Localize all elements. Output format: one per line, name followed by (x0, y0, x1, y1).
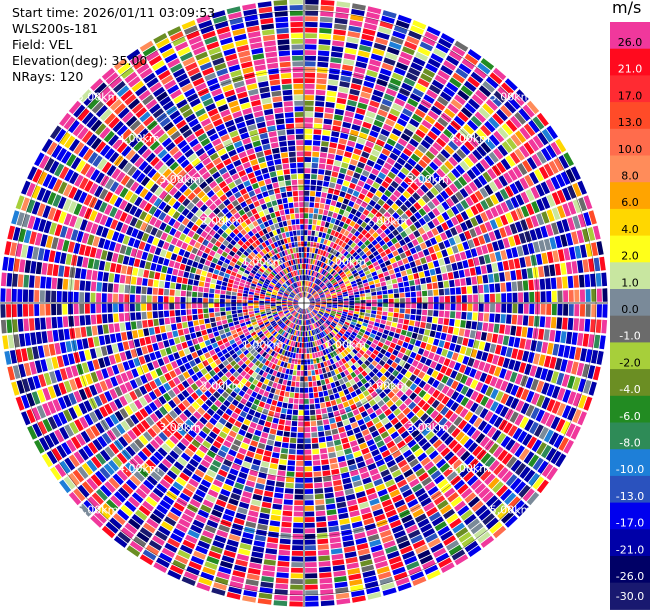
colorbar-swatch (610, 235, 650, 263)
gate-group-1 (4, 0, 606, 607)
range-label-4km-3: 4.00km (118, 462, 160, 475)
ppi-plot: 1.00km 1.00km 1.00km 1.00km 2.00km 2.00km 2.00… (0, 0, 608, 607)
range-label-1km-1: 1.00km (325, 256, 367, 269)
colorbar-swatch (610, 48, 650, 76)
colorbar-label: -30.0 (616, 590, 644, 603)
colorbar-swatch (610, 422, 650, 450)
range-label-3km-3: 3.00km (159, 421, 201, 434)
range-label-1km-2: 1.00km (325, 338, 367, 351)
colorbar-label: 13.0 (618, 116, 643, 129)
range-label-5km-3: 5.00km (77, 504, 119, 517)
colorbar-label: -6.0 (619, 410, 640, 423)
range-label-3km-0: 3.00km (159, 173, 201, 186)
range-label-5km-1: 5.00km (490, 91, 532, 104)
colorbar-swatch (610, 102, 650, 130)
colorbar-swatch (610, 369, 650, 397)
range-label-2km-0: 2.00km (201, 214, 243, 227)
colorbar-swatch (610, 75, 650, 103)
colorbar-swatch (610, 582, 650, 610)
colorbar-swatch (610, 128, 650, 156)
colorbar-swatch (610, 22, 650, 50)
colorbar-label: -21.0 (616, 543, 644, 556)
range-label-5km-0: 5.00km (77, 91, 119, 104)
colorbar-label: -2.0 (619, 356, 640, 369)
colorbar-label: 26.0 (618, 36, 643, 49)
range-label-3km-1: 3.00km (407, 173, 449, 186)
colorbar-swatch (610, 475, 650, 504)
scan-info: Start time: 2026/01/11 03:09:53 WLS200s-… (12, 5, 215, 85)
colorbar-swatch (610, 262, 650, 290)
colorbar-label: -8.0 (619, 437, 640, 450)
colorbar-label: 17.0 (618, 89, 643, 102)
colorbar-label: 1.0 (621, 276, 639, 289)
colorbar-swatch (610, 182, 650, 210)
elevation: Elevation(deg): 35.00 (12, 53, 148, 68)
colorbar-swatch (610, 529, 650, 557)
colorbar-label: 10.0 (618, 143, 643, 156)
colorbar-swatch (610, 395, 650, 423)
colorbar-swatch (610, 289, 650, 317)
colorbar-swatch (610, 556, 650, 584)
colorbar-swatch (610, 315, 650, 343)
colorbar-label: 21.0 (618, 63, 643, 76)
colorbar-label: 6.0 (621, 196, 639, 209)
colorbar: 26.0 21.0 17.0 13.0 10.0 8.0 6.0 4.0 2.0 1.0 0.0 -1… (610, 22, 650, 610)
colorbar-swatch (610, 155, 650, 183)
colorbar-label: 8.0 (621, 170, 639, 183)
gate-group-15 (23, 6, 601, 607)
colorbar-label: 2.0 (621, 250, 639, 263)
range-label-2km-2: 2.00km (366, 380, 408, 393)
colorbar-label: 0.0 (621, 303, 639, 316)
range-label-4km-1: 4.00km (448, 132, 490, 145)
range-label-1km-3: 1.00km (242, 338, 284, 351)
crosshair-axes (0, 0, 608, 607)
colorbar-unit: m/s (612, 0, 642, 17)
range-label-3km-2: 3.00km (407, 421, 449, 434)
colorbar-label: -13.0 (616, 490, 644, 503)
range-label-1km-0: 1.00km (242, 256, 284, 269)
velocity-gates (0, 0, 608, 607)
range-label-4km-0: 4.00km (118, 132, 160, 145)
colorbar-swatch (610, 449, 650, 477)
colorbar-label: -26.0 (616, 570, 644, 583)
gate-group-0 (0, 3, 608, 605)
nrays: NRays: 120 (12, 69, 84, 84)
range-label-2km-1: 2.00km (366, 214, 408, 227)
colorbar-label: -1.0 (619, 330, 640, 343)
range-label-2km-3: 2.00km (201, 380, 243, 393)
colorbar-label: -17.0 (616, 517, 644, 530)
range-label-4km-2: 4.00km (448, 462, 490, 475)
colorbar-label: -10.0 (616, 463, 644, 476)
range-label-5km-2: 5.00km (490, 504, 532, 517)
instrument-name: WLS200s-181 (12, 21, 98, 36)
colorbar-swatch (610, 342, 650, 370)
range-labels: 1.00km 1.00km 1.00km 1.00km 2.00km 2.00km 2.00… (77, 91, 532, 517)
colorbar-label: 4.0 (621, 223, 639, 236)
colorbar-label: -4.0 (619, 383, 640, 396)
colorbar-swatch (610, 502, 650, 530)
gate-group-18 (0, 14, 608, 607)
start-time: Start time: 2026/01/11 03:09:53 (12, 5, 216, 20)
field-name: Field: VEL (12, 37, 73, 52)
colorbar-swatch (610, 208, 650, 237)
